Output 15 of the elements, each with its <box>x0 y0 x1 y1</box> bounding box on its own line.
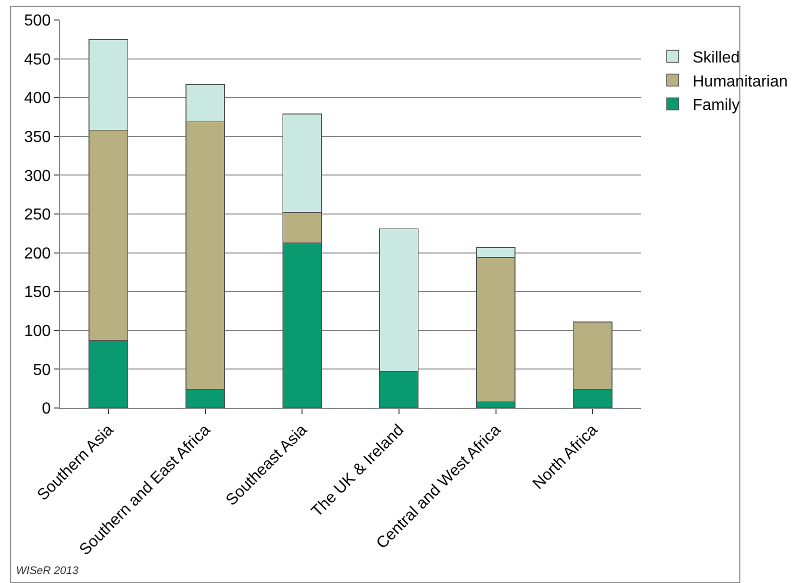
legend-label: Humanitarian <box>692 73 788 90</box>
y-tick-label: 250 <box>24 206 51 224</box>
y-tick-label: 450 <box>24 51 51 68</box>
y-tick-label: 200 <box>24 245 51 262</box>
y-tick-label: 400 <box>24 90 51 108</box>
text: WISeR 2013 <box>16 565 80 577</box>
y-tick-label: 0 <box>42 400 51 418</box>
y-tick-label: 100 <box>24 323 51 340</box>
y-tick-label: 50 <box>33 362 51 379</box>
y-tick-label: 500 <box>24 12 51 30</box>
y-tick-label: 300 <box>24 168 51 185</box>
y-tick-label: 350 <box>24 129 51 146</box>
legend-label: Family <box>692 97 740 114</box>
y-tick-label: 150 <box>24 284 51 302</box>
legend-label: Skilled <box>692 50 740 67</box>
